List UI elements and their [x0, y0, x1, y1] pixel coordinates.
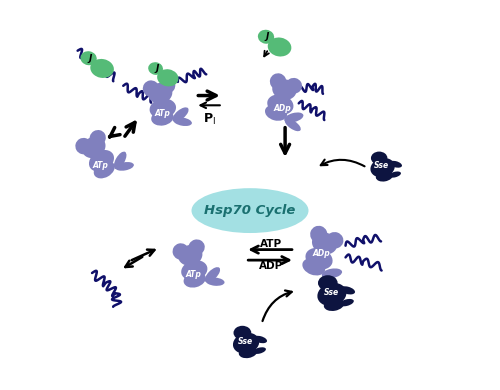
Ellipse shape	[234, 326, 252, 340]
Ellipse shape	[82, 136, 106, 158]
Ellipse shape	[159, 78, 176, 94]
Text: ATp: ATp	[92, 161, 108, 170]
Ellipse shape	[326, 232, 344, 248]
Ellipse shape	[254, 336, 267, 343]
Text: Hsp70 Cycle: Hsp70 Cycle	[204, 204, 296, 217]
Ellipse shape	[184, 271, 206, 287]
Text: Sse: Sse	[324, 288, 338, 297]
Ellipse shape	[322, 268, 342, 278]
Ellipse shape	[157, 69, 178, 87]
Ellipse shape	[181, 260, 208, 280]
Ellipse shape	[116, 162, 134, 171]
Text: ADp: ADp	[273, 104, 291, 113]
Text: ADP: ADP	[258, 261, 283, 271]
Ellipse shape	[188, 239, 205, 255]
Ellipse shape	[310, 226, 328, 243]
Ellipse shape	[148, 62, 163, 75]
Ellipse shape	[322, 274, 338, 288]
Ellipse shape	[151, 110, 174, 126]
Ellipse shape	[370, 158, 395, 177]
Text: ATp: ATp	[154, 108, 170, 118]
Text: ATp: ATp	[186, 269, 202, 279]
Ellipse shape	[284, 119, 301, 131]
Ellipse shape	[306, 248, 332, 269]
Ellipse shape	[270, 73, 286, 90]
Text: J: J	[266, 32, 270, 41]
Ellipse shape	[340, 286, 355, 294]
Ellipse shape	[286, 78, 302, 94]
Text: J: J	[88, 54, 92, 63]
Ellipse shape	[318, 275, 338, 291]
Ellipse shape	[143, 80, 159, 97]
Ellipse shape	[76, 138, 92, 154]
Text: ADp: ADp	[312, 249, 330, 258]
Ellipse shape	[318, 283, 346, 306]
Ellipse shape	[172, 243, 189, 260]
Ellipse shape	[267, 94, 293, 115]
Ellipse shape	[205, 267, 220, 282]
Ellipse shape	[89, 150, 114, 172]
Ellipse shape	[174, 117, 192, 126]
Ellipse shape	[239, 347, 257, 358]
Ellipse shape	[172, 107, 188, 122]
Ellipse shape	[272, 79, 296, 100]
Ellipse shape	[253, 347, 266, 354]
Ellipse shape	[94, 161, 114, 178]
Ellipse shape	[389, 172, 401, 178]
Ellipse shape	[312, 232, 337, 254]
Ellipse shape	[324, 298, 344, 311]
Text: J: J	[156, 64, 159, 73]
Ellipse shape	[90, 130, 106, 146]
Ellipse shape	[192, 188, 308, 233]
Ellipse shape	[114, 152, 126, 169]
Ellipse shape	[371, 152, 388, 165]
Ellipse shape	[265, 105, 287, 121]
Ellipse shape	[206, 278, 225, 286]
Ellipse shape	[390, 161, 402, 168]
Ellipse shape	[233, 333, 260, 354]
Ellipse shape	[302, 258, 325, 275]
Ellipse shape	[90, 59, 114, 78]
Text: Sse: Sse	[374, 161, 390, 170]
Ellipse shape	[80, 51, 96, 65]
Ellipse shape	[178, 245, 203, 266]
Text: ATP: ATP	[260, 239, 281, 249]
Ellipse shape	[340, 299, 354, 306]
Text: Sse: Sse	[238, 337, 253, 346]
Text: P$_{\mathsf{I}}$: P$_{\mathsf{I}}$	[202, 112, 215, 126]
Ellipse shape	[268, 37, 291, 57]
Ellipse shape	[284, 112, 304, 122]
Ellipse shape	[258, 30, 274, 44]
Ellipse shape	[150, 99, 176, 119]
Ellipse shape	[148, 83, 172, 103]
Ellipse shape	[376, 171, 393, 182]
